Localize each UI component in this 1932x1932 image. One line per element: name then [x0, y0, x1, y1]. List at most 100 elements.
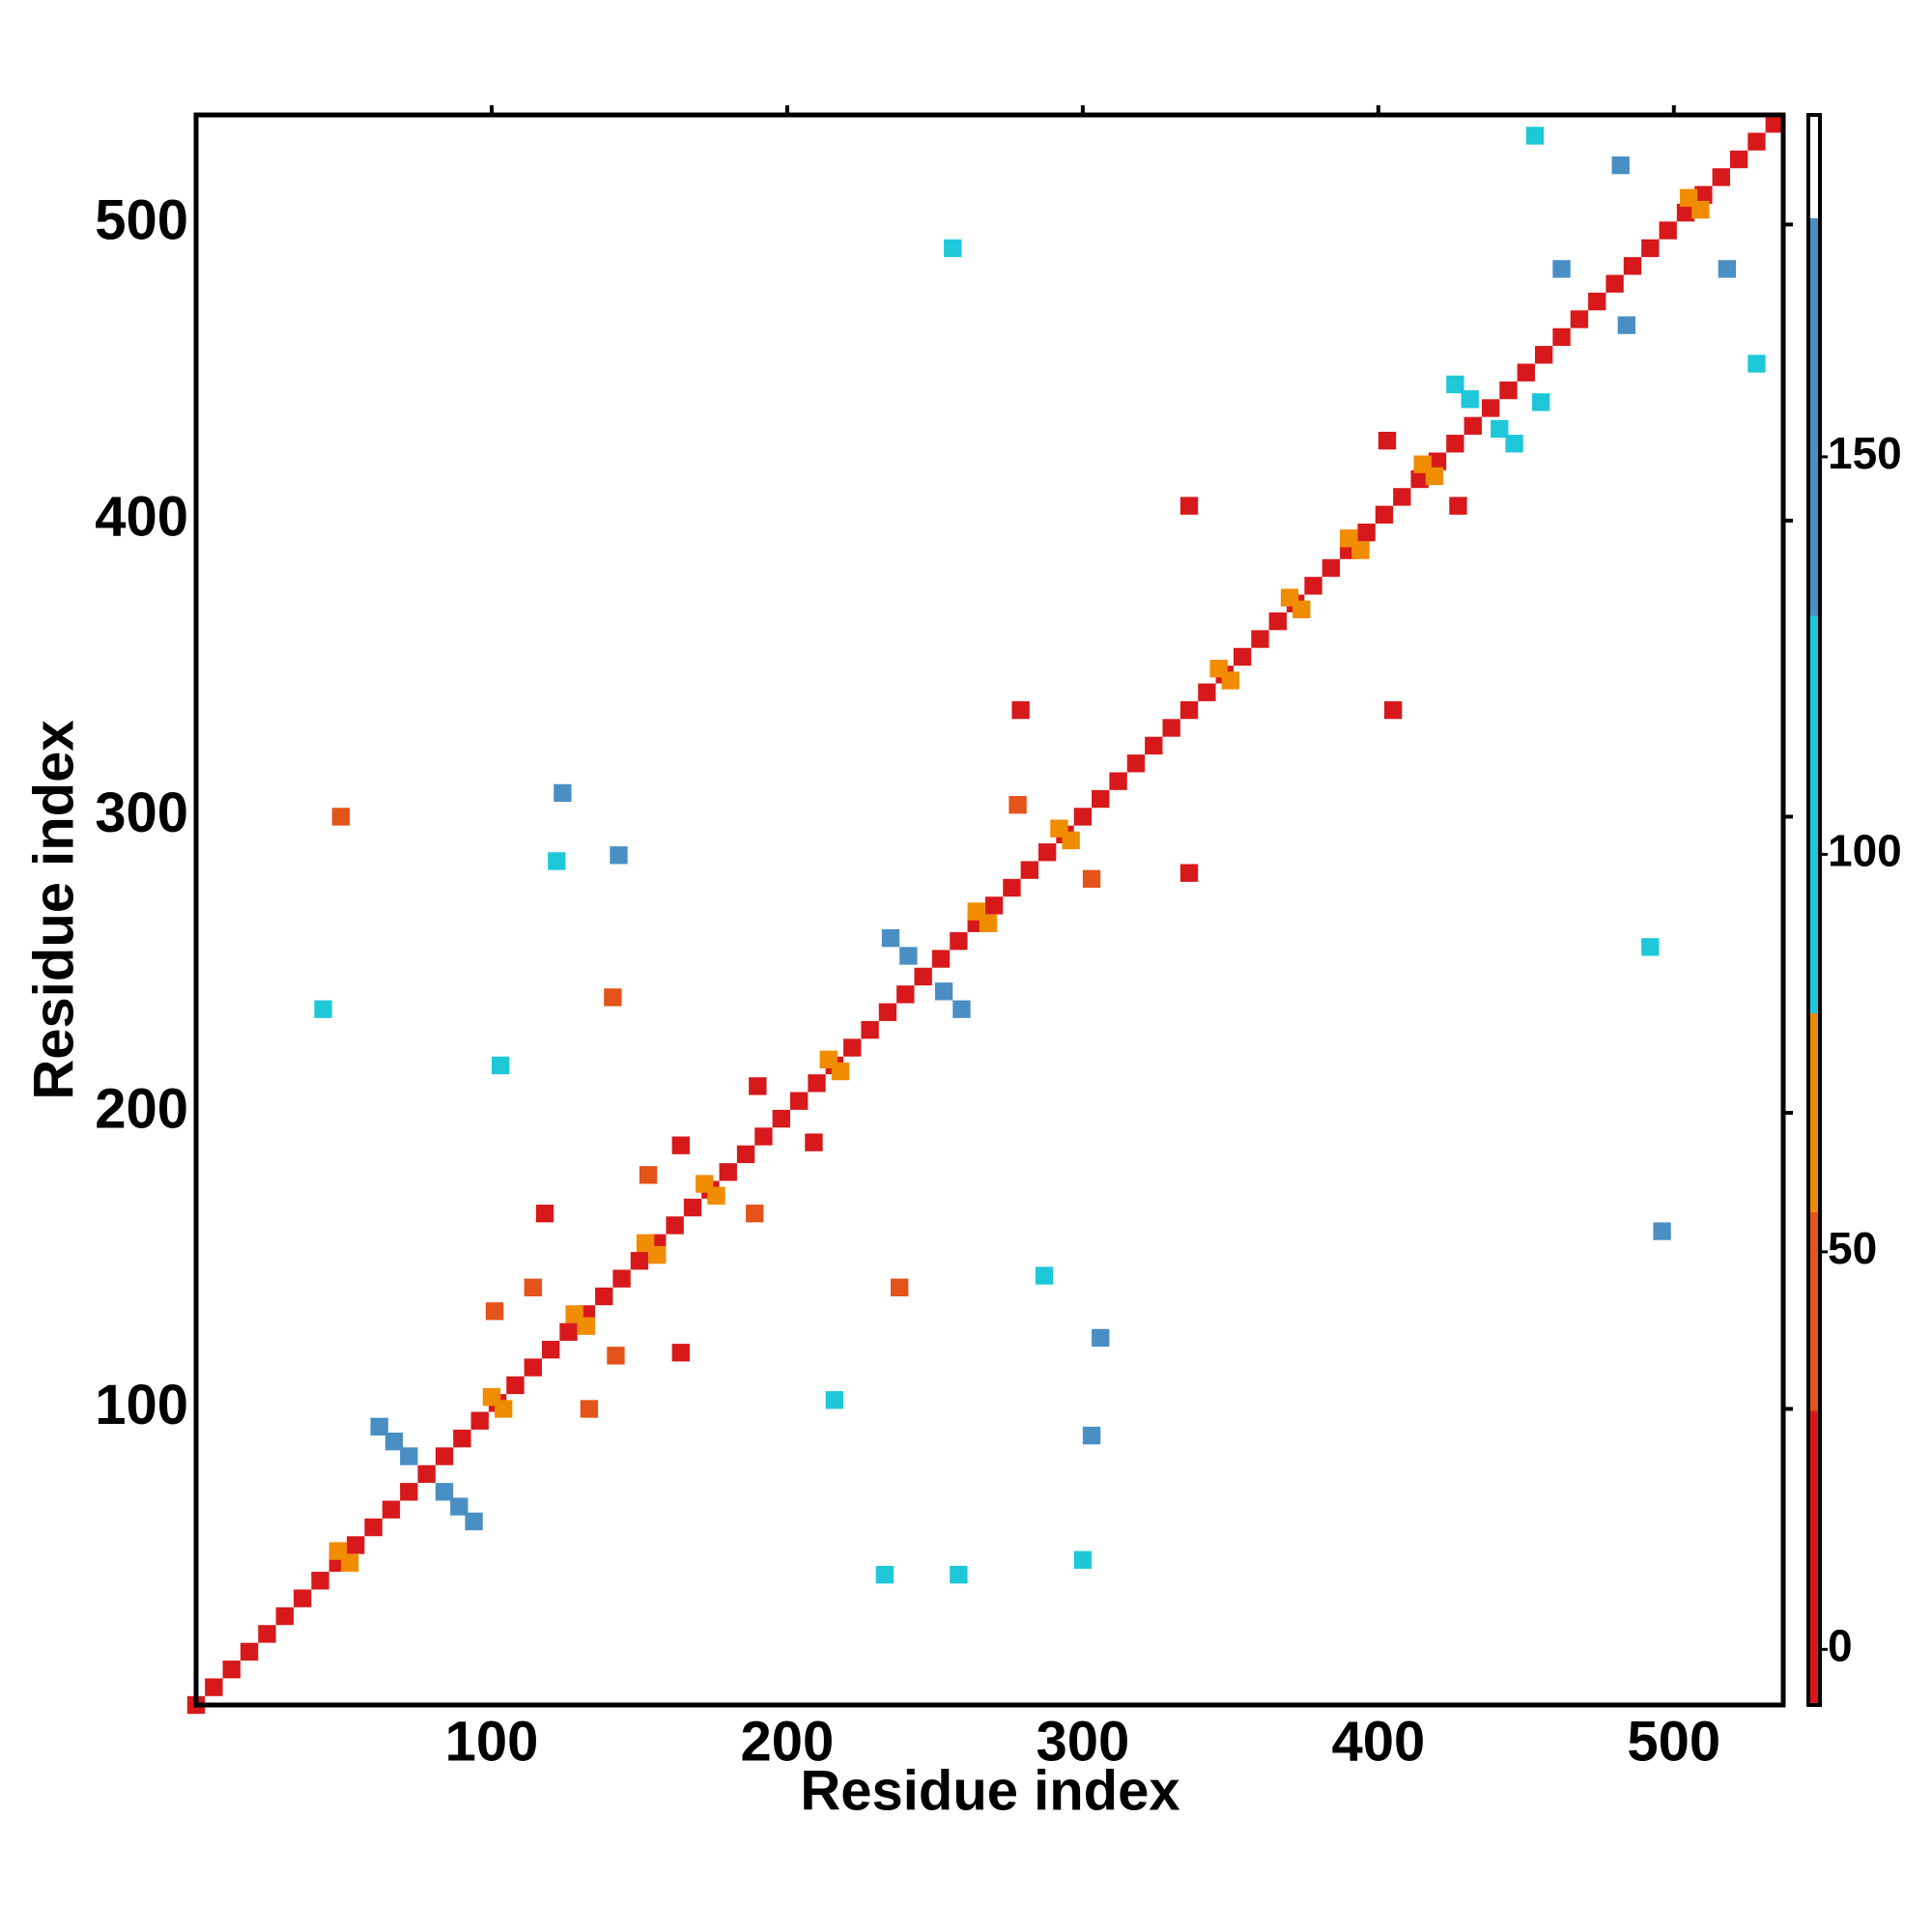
contact-cell: [1623, 257, 1642, 275]
contact-cell: [1357, 524, 1376, 542]
contact-cell: [435, 1447, 454, 1465]
contact-cell: [1449, 497, 1467, 515]
contact-cell: [1082, 869, 1101, 888]
contact-cell: [1304, 577, 1322, 595]
contact-cell: [1605, 274, 1624, 293]
contact-cell: [952, 1000, 971, 1018]
colorbar-frame: [1806, 113, 1822, 1707]
contact-cell: [382, 1500, 401, 1519]
contact-cell: [1009, 796, 1027, 814]
contact-cell: [808, 1074, 826, 1093]
contact-cell: [577, 1317, 596, 1335]
contact-cell: [1062, 831, 1080, 850]
contact-cell: [1082, 1426, 1101, 1445]
contact-cell: [370, 1417, 388, 1436]
contact-cell: [1531, 393, 1550, 412]
contact-cell: [1588, 292, 1606, 311]
contact-cell: [1534, 346, 1553, 364]
contact-cell: [1073, 1550, 1093, 1569]
contact-cell: [1729, 150, 1748, 169]
contact-cell: [541, 1341, 560, 1359]
contact-cell: [671, 1136, 690, 1154]
contact-cell: [604, 988, 622, 1007]
contact-cell: [465, 1512, 483, 1531]
contact-cell: [311, 1572, 329, 1590]
contact-cell: [805, 1133, 823, 1151]
contact-cell: [524, 1358, 542, 1377]
contact-cell: [666, 1216, 684, 1235]
contact-cell: [495, 1400, 513, 1418]
contact-cell: [891, 1278, 909, 1296]
contact-cell: [896, 985, 915, 1004]
contact-cell: [1611, 156, 1630, 175]
x-tick-label: 300: [1036, 1710, 1129, 1773]
contact-cell: [1268, 611, 1287, 631]
x-tick-label: 500: [1627, 1710, 1720, 1773]
contact-cell: [205, 1678, 223, 1696]
contact-cell: [612, 1269, 631, 1288]
contact-cell: [1461, 390, 1479, 409]
contact-cell: [1653, 1222, 1671, 1240]
contact-cell: [485, 1302, 504, 1321]
contact-cell: [648, 1245, 667, 1264]
contact-cell: [491, 1056, 510, 1075]
contact-cell: [1092, 789, 1110, 809]
y-tick-label: 300: [95, 781, 188, 844]
contact-cell: [979, 914, 998, 932]
contact-cell: [384, 1433, 404, 1451]
contact-cell: [1375, 505, 1394, 524]
contact-cell: [736, 1145, 755, 1164]
contact-cell: [1570, 310, 1589, 328]
contact-cell: [1552, 260, 1571, 278]
plot-frame: [193, 112, 1786, 1708]
contact-cell: [453, 1429, 471, 1448]
colorbar-segment: [1808, 615, 1820, 1013]
colorbar-tick-label: 150: [1828, 428, 1902, 478]
contact-cell: [1003, 878, 1021, 897]
contact-cell: [1179, 700, 1199, 720]
contact-cell: [1198, 683, 1216, 701]
contact-cell: [258, 1625, 276, 1643]
contact-cell: [1718, 260, 1737, 278]
contact-cell: [1383, 700, 1403, 720]
x-tick-label: 200: [741, 1710, 835, 1773]
contact-cell: [1179, 864, 1199, 882]
contact-cell: [1491, 419, 1509, 439]
contact-cell: [1233, 647, 1252, 667]
contact-cell: [1035, 1266, 1054, 1285]
contact-cell: [707, 1186, 725, 1205]
contact-cell: [559, 1322, 578, 1341]
contact-cell: [1552, 327, 1571, 347]
contact-cell: [1499, 381, 1518, 400]
contact-cell: [1525, 127, 1545, 145]
contact-cell: [639, 1166, 658, 1184]
contact-cell: [1712, 168, 1730, 186]
y-axis-label: Residue index: [22, 720, 85, 1099]
contact-cell: [293, 1589, 312, 1607]
contact-cell: [548, 852, 566, 870]
contact-cell: [1425, 467, 1444, 486]
colorbar-segment: [1808, 1211, 1820, 1411]
contact-cell: [1378, 431, 1397, 450]
contact-cell: [435, 1483, 454, 1501]
y-tick-label: 400: [95, 485, 188, 548]
x-tick-label: 400: [1331, 1710, 1425, 1773]
contact-cell: [749, 1077, 767, 1095]
contact-cell: [1011, 700, 1030, 720]
colorbar-segment: [1808, 1012, 1820, 1212]
contact-cell: [610, 846, 628, 865]
contact-cell: [1505, 435, 1523, 453]
contact-cell: [1393, 488, 1411, 506]
contact-cell: [240, 1642, 259, 1662]
contact-cell: [1747, 132, 1766, 151]
contact-cell: [1020, 861, 1038, 879]
contact-cell: [825, 1391, 844, 1409]
contact-cell: [931, 950, 951, 968]
contact-cell: [1641, 938, 1660, 956]
contact-cell: [1517, 363, 1535, 382]
contact-cell: [1617, 316, 1636, 334]
contact-cell: [1145, 736, 1163, 755]
contact-cell: [630, 1252, 649, 1270]
contact-cell: [772, 1109, 790, 1128]
